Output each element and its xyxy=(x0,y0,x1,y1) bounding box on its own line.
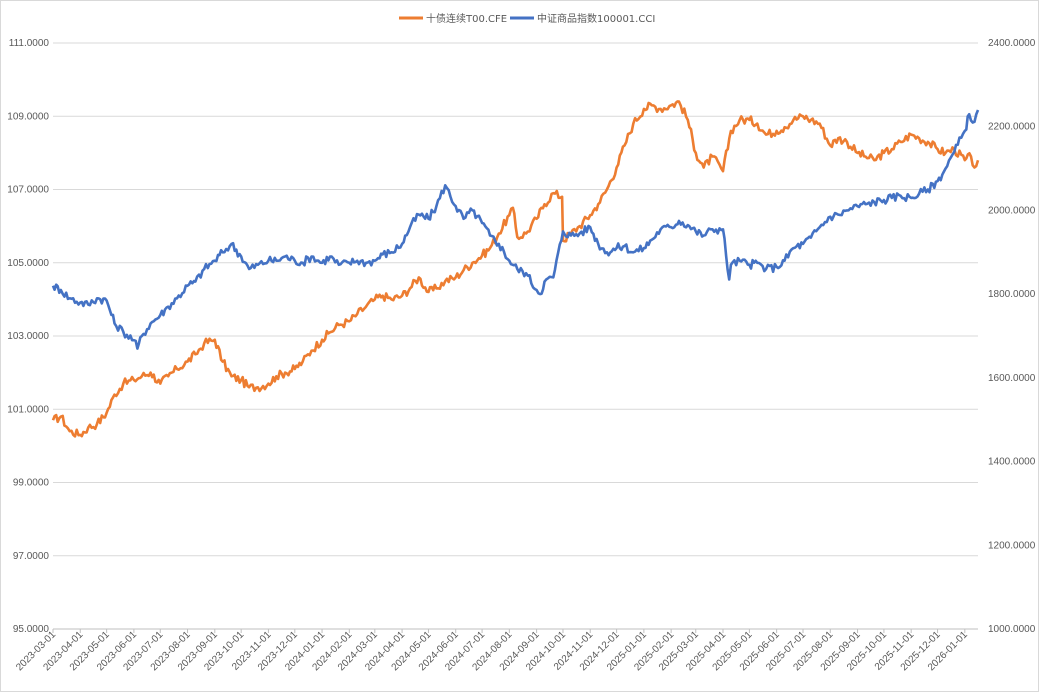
left-y-tick-label: 105.0000 xyxy=(7,258,49,269)
left-y-tick-label: 107.0000 xyxy=(7,185,49,196)
right-y-tick-label: 1000.0000 xyxy=(988,624,1036,635)
series-layer xyxy=(51,100,980,438)
series-line-0 xyxy=(51,100,980,438)
legend-label-bond: 十债连续T00.CFE xyxy=(426,12,507,25)
right-y-axis: 1000.0000 1200.0000 1400.0000 1600.0000 1800… xyxy=(988,38,1036,635)
left-y-tick-label: 111.0000 xyxy=(9,38,50,49)
left-y-axis: 95.0000 97.0000 99.0000 101.0000 103.0000 105… xyxy=(7,38,49,635)
left-y-tick-label: 103.0000 xyxy=(7,331,49,342)
right-y-tick-label: 2200.0000 xyxy=(988,122,1036,133)
series-line-1 xyxy=(51,109,980,350)
x-axis: 2023-03-012023-04-012023-05-012023-06-01… xyxy=(14,628,978,673)
right-y-tick-label: 2000.0000 xyxy=(988,205,1036,216)
right-y-tick-label: 1400.0000 xyxy=(988,457,1036,468)
left-y-tick-label: 97.0000 xyxy=(13,551,50,562)
legend: 十债连续T00.CFE 中证商品指数100001.CCI xyxy=(399,12,655,25)
right-y-tick-label: 1800.0000 xyxy=(988,289,1036,300)
right-y-tick-label: 1200.0000 xyxy=(988,540,1036,551)
left-y-tick-label: 101.0000 xyxy=(7,404,49,415)
right-y-tick-label: 2400.0000 xyxy=(988,38,1036,49)
right-y-tick-label: 1600.0000 xyxy=(988,373,1036,384)
left-y-tick-label: 109.0000 xyxy=(7,111,49,122)
grid-lines xyxy=(53,42,978,630)
left-y-tick-label: 95.0000 xyxy=(13,624,50,635)
left-y-tick-label: 99.0000 xyxy=(13,478,50,489)
legend-label-commodity: 中证商品指数100001.CCI xyxy=(537,12,655,25)
